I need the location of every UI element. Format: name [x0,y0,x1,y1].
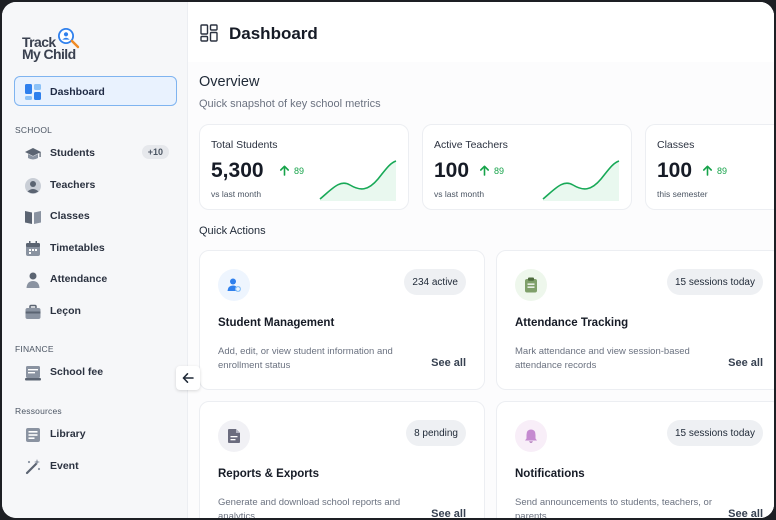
stat-value: 5,300 [211,159,264,182]
sidebar-item-label: Leçon [50,305,81,317]
document-icon [218,420,250,452]
sidebar-item-label: School fee [50,366,104,378]
sidebar-item-label: Dashboard [50,86,105,98]
sidebar-item-label: Timetables [50,242,105,254]
sidebar-item-event[interactable]: Event [14,453,177,481]
stat-value: 100 [657,159,693,182]
sidebar-item-label: Classes [50,210,90,222]
sidebar-item-label: Event [50,460,79,472]
stat-delta: 89 [717,166,728,176]
sidebar-item-teachers[interactable]: Teachers [14,172,177,200]
count-badge: +10 [141,145,169,159]
library-icon [26,428,40,442]
top-bar: Dashboard [188,2,774,62]
sidebar-item-label: Library [50,428,86,440]
sidebar-item-students[interactable]: Students +10 [14,140,177,168]
sidebar-item-dashboard[interactable]: Dashboard [14,76,177,106]
collapse-sidebar-button[interactable] [176,366,200,390]
status-badge: 8 pending [406,420,466,446]
stat-label: Active Teachers [434,139,508,151]
stat-delta: 89 [494,166,505,176]
section-label-finance: FINANCE [15,344,54,354]
logo-text-my-child: My Child [22,46,76,62]
arrow-up-icon [279,165,289,176]
bell-icon [515,420,547,452]
see-all-link[interactable]: See all [431,508,466,518]
card-description: Generate and download school reports and… [218,497,401,518]
card-description: Add, edit, or view student information a… [218,346,393,371]
sidebar-item-attendance[interactable]: Attendance [14,266,177,294]
card-description: Mark attendance and view session-based a… [515,346,690,371]
stat-card-classes[interactable]: Classes 100 89 this semester [645,124,774,210]
layout-grid-icon [200,24,218,42]
stat-footer: vs last month [434,189,485,199]
stat-label: Classes [657,139,695,151]
briefcase-icon [25,304,41,319]
page-title: Dashboard [229,24,318,43]
receipt-icon [25,366,41,381]
status-badge: 15 sessions today [666,269,763,295]
status-badge: 15 sessions today [666,420,763,446]
book-icon [25,211,41,224]
sidebar-item-timetables[interactable]: Timetables [14,235,177,263]
overview-title: Overview [199,74,260,90]
card-title: Attendance Tracking [515,317,629,329]
action-card-reports-exports[interactable]: 8 pending Reports & Exports Generate and… [199,401,485,518]
stat-footer: vs last month [211,189,262,199]
card-title: Reports & Exports [218,468,319,480]
see-all-link[interactable]: See all [431,357,466,369]
sidebar-item-label: Attendance [50,273,108,285]
card-title: Student Management [218,317,335,329]
magic-wand-icon [25,459,41,475]
sparkline-chart [542,160,620,201]
clipboard-icon [515,269,547,301]
dashboard-icon [25,84,41,100]
action-card-notifications[interactable]: 15 sessions today Notifications Send ann… [496,401,774,518]
stat-value: 100 [434,159,470,182]
action-card-attendance-tracking[interactable]: 15 sessions today Attendance Tracking Ma… [496,250,774,390]
section-label-resources: Ressources [15,406,62,416]
sidebar-item-school-fee[interactable]: School fee [14,359,177,387]
sidebar-item-label: Students [50,147,95,159]
arrow-up-icon [702,165,712,176]
section-label-school: SCHOOL [15,125,53,135]
arrow-up-icon [479,165,489,176]
sidebar-item-label: Teachers [50,179,96,191]
user-management-icon [218,269,250,301]
see-all-link[interactable]: See all [728,508,763,518]
app-logo[interactable]: Track My Child [20,28,90,64]
location-pin-icon [58,28,80,49]
graduation-cap-icon [25,148,41,160]
stat-delta: 89 [294,166,305,176]
sparkline-chart [319,160,397,201]
action-card-student-management[interactable]: 234 active Student Management Add, edit,… [199,250,485,390]
sidebar-item-classes[interactable]: Classes [14,203,177,231]
card-title: Notifications [515,468,585,480]
arrow-left-icon [182,373,194,383]
sidebar-item-library[interactable]: Library [14,421,177,449]
overview-subtitle: Quick snapshot of key school metrics [199,98,381,110]
sidebar-item-lecon[interactable]: Leçon [14,298,177,326]
see-all-link[interactable]: See all [728,357,763,369]
person-icon [26,272,40,288]
status-badge: 234 active [404,269,466,295]
logo-text-track: Track [22,34,56,50]
stat-card-active-teachers[interactable]: Active Teachers 100 89 vs last month [422,124,632,210]
card-description: Send announcements to students, teachers… [515,497,712,518]
sidebar: Track My Child Dashboard SCHOOL [2,2,188,518]
teacher-avatar-icon [25,178,41,194]
main-content: Dashboard Overview Quick snapshot of key… [188,2,774,518]
stat-footer: this semester [657,189,708,199]
stat-label: Total Students [211,139,278,151]
calendar-icon [26,241,40,256]
quick-actions-title: Quick Actions [199,225,266,237]
stat-card-total-students[interactable]: Total Students 5,300 89 vs last month [199,124,409,210]
